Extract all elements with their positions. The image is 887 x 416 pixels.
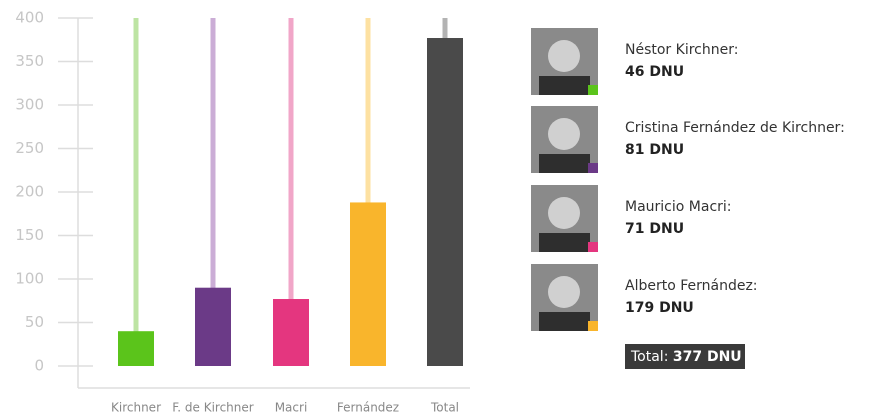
legend-value: 81 DNU	[625, 142, 684, 158]
y-tick-label: 150	[15, 226, 44, 244]
x-tick-label: Fernández	[337, 401, 399, 415]
total-value: 377 DNU	[673, 349, 742, 365]
bar	[350, 202, 386, 366]
color-swatch	[588, 242, 598, 252]
legend-name: Cristina Fernández de Kirchner:	[625, 120, 845, 136]
portrait-head	[548, 197, 580, 229]
color-swatch	[588, 85, 598, 95]
color-swatch	[588, 163, 598, 173]
portrait-head	[548, 40, 580, 72]
legend-name: Néstor Kirchner:	[625, 42, 738, 58]
y-tick-label: 200	[15, 183, 44, 201]
x-tick-label: Total	[430, 401, 459, 415]
portrait-body	[539, 312, 590, 331]
legend-value: 71 DNU	[625, 221, 684, 237]
bar	[118, 331, 154, 366]
x-tick-label: Macri	[275, 401, 308, 415]
y-tick-label: 250	[15, 139, 44, 157]
portrait-body	[539, 154, 590, 173]
y-tick-label: 50	[25, 313, 44, 331]
legend-value: 179 DNU	[625, 300, 694, 316]
bar	[195, 287, 231, 366]
x-tick-label: Kirchner	[111, 401, 161, 415]
portrait-body	[539, 233, 590, 252]
y-tick-label: 0	[34, 357, 44, 375]
legend-name: Alberto Fernández:	[625, 278, 758, 294]
legend-name: Mauricio Macri:	[625, 199, 732, 215]
x-tick-label: F. de Kirchner	[172, 401, 253, 415]
total-name: Total:	[630, 349, 668, 365]
portrait-head	[548, 118, 580, 150]
y-tick-label: 300	[15, 96, 44, 114]
legend-value: 46 DNU	[625, 64, 684, 80]
portrait-head	[548, 276, 580, 308]
portrait-body	[539, 76, 590, 95]
bar	[273, 299, 309, 366]
total-box	[625, 344, 745, 369]
y-tick-label: 400	[15, 9, 44, 27]
bar	[427, 38, 463, 366]
y-tick-label: 100	[15, 270, 44, 288]
total-text: Total: 377 DNU	[630, 349, 742, 365]
color-swatch	[588, 321, 598, 331]
y-tick-label: 350	[15, 52, 44, 70]
